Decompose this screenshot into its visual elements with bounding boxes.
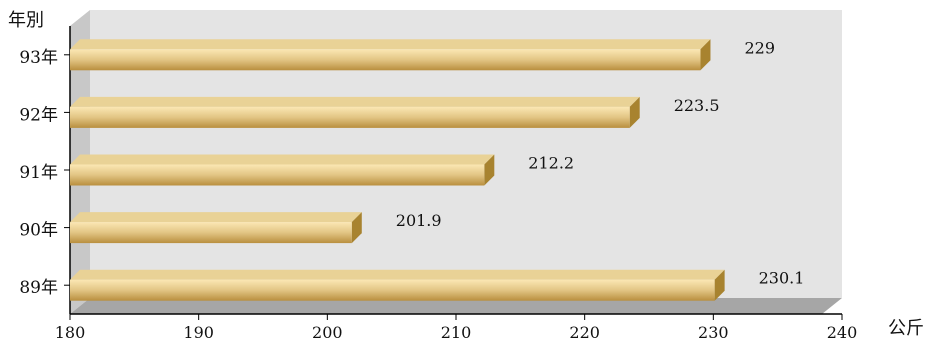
bars-group	[70, 39, 725, 301]
bar-top-face	[70, 96, 640, 107]
x-axis-unit: 公斤	[888, 318, 924, 339]
y-axis-title: 年別	[8, 10, 44, 31]
category-label: 89年	[19, 278, 58, 298]
value-label: 223.5	[674, 96, 720, 115]
bar-side-face	[351, 212, 362, 244]
ticks-group: 180 190 200 210 220 230 240	[55, 54, 858, 342]
x-tick-label: 240	[827, 323, 858, 342]
x-tick-label: 230	[698, 323, 729, 342]
bar	[70, 164, 485, 186]
value-label: 201.9	[396, 211, 442, 230]
bar	[70, 106, 630, 128]
floor	[70, 298, 842, 314]
value-label: 212.2	[528, 154, 574, 173]
bar-top-face	[70, 154, 495, 165]
bar	[70, 49, 701, 71]
bar-top-face	[70, 269, 725, 280]
bar	[70, 279, 715, 301]
x-tick-label: 220	[569, 323, 600, 342]
x-tick-label: 200	[312, 323, 343, 342]
value-label: 229	[744, 38, 775, 57]
category-label: 91年	[19, 163, 58, 183]
x-tick-label: 180	[55, 323, 86, 342]
bar-top-face	[70, 39, 711, 50]
x-tick-label: 190	[183, 323, 214, 342]
bar-side-face	[484, 154, 495, 186]
bar-top-face	[70, 212, 362, 223]
value-label: 230.1	[759, 269, 805, 288]
bar-side-face	[700, 39, 711, 71]
labels-group: 93年 229 92年 223.5 91年 212.2 90年 201.9 89年 230.1	[19, 38, 804, 298]
category-label: 90年	[19, 221, 58, 241]
category-label: 92年	[19, 105, 58, 125]
bar-side-face	[714, 269, 725, 301]
x-tick-label: 210	[441, 323, 472, 342]
category-label: 93年	[19, 48, 58, 68]
bar	[70, 222, 352, 244]
bar-side-face	[629, 96, 640, 128]
